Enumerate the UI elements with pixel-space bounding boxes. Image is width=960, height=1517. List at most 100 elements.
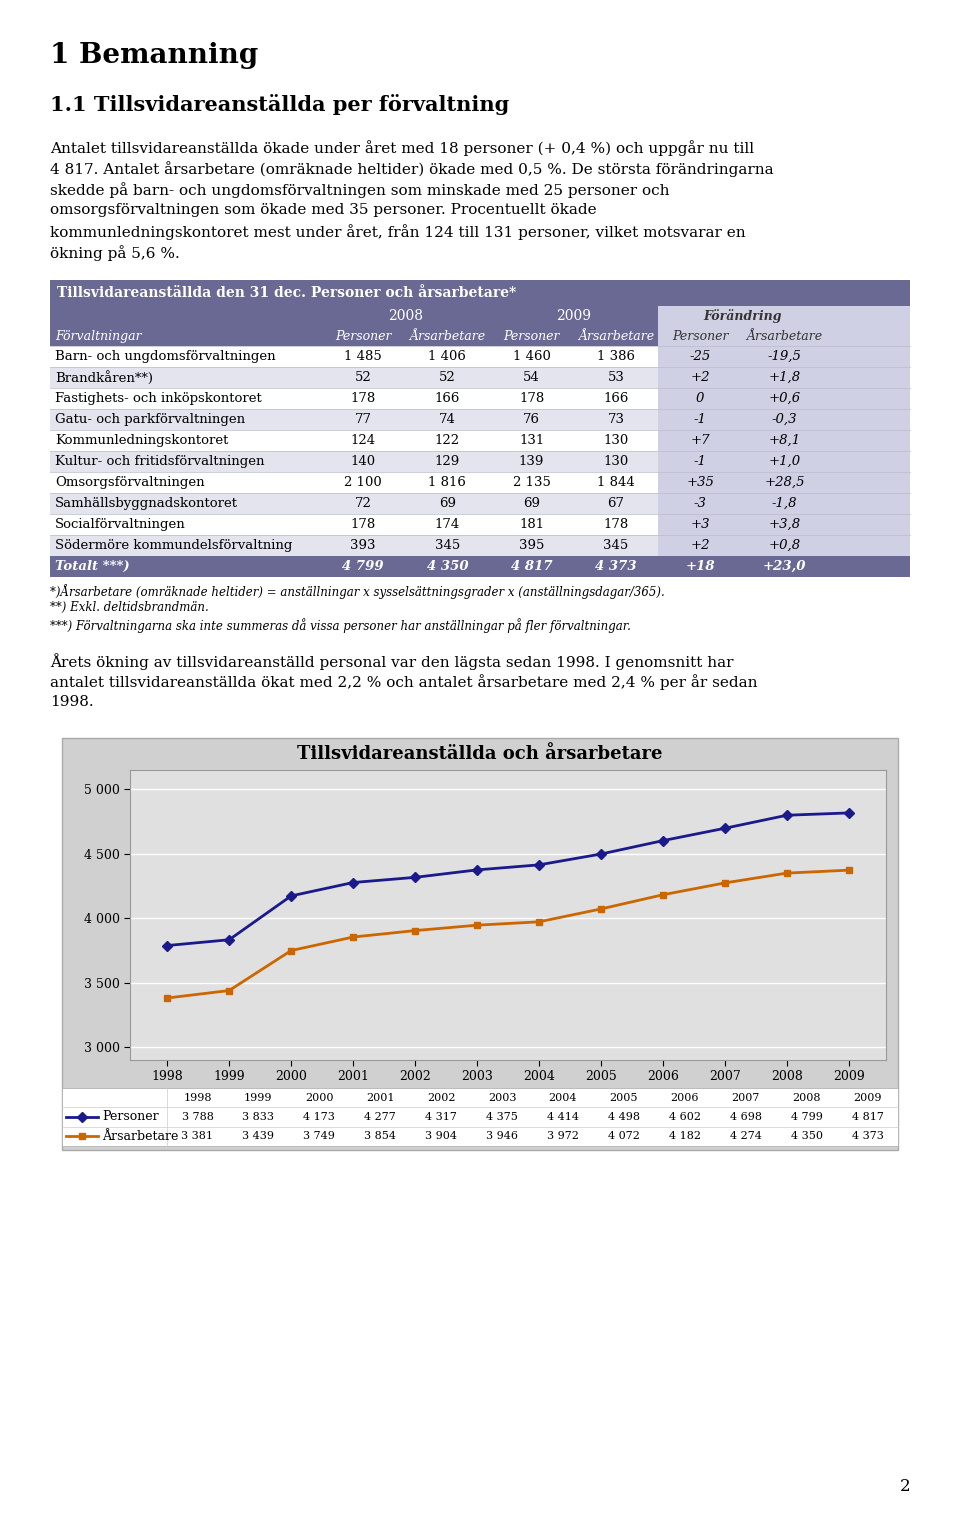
Text: Tillsvidareanställda den 31 dec. Personer och årsarbetare*: Tillsvidareanställda den 31 dec. Persone… (57, 287, 516, 300)
Text: +1,0: +1,0 (768, 455, 801, 469)
Bar (50, 346, 658, 367)
Text: Personer: Personer (102, 1110, 158, 1124)
Text: -1: -1 (694, 413, 707, 426)
Bar (62, 737, 898, 1150)
Bar (658, 493, 910, 514)
Text: 129: 129 (435, 455, 460, 469)
Bar (658, 514, 910, 536)
Text: 3 749: 3 749 (303, 1132, 335, 1141)
Bar (50, 472, 658, 493)
Bar (62, 1088, 898, 1145)
Text: +1,8: +1,8 (768, 372, 801, 384)
Text: Årets ökning av tillsvidareanställd personal var den lägsta sedan 1998. I genoms: Årets ökning av tillsvidareanställd pers… (50, 652, 733, 671)
Text: Barn- och ungdomsförvaltningen: Barn- och ungdomsförvaltningen (55, 350, 276, 363)
Text: 2009: 2009 (556, 309, 591, 323)
Text: 2008: 2008 (388, 309, 422, 323)
Text: 67: 67 (608, 498, 624, 510)
Text: 3 946: 3 946 (486, 1132, 518, 1141)
Bar (50, 514, 658, 536)
Bar (50, 306, 658, 346)
Text: 74: 74 (439, 413, 456, 426)
Text: 3 854: 3 854 (364, 1132, 396, 1141)
Text: 2004: 2004 (549, 1092, 577, 1103)
Text: 0: 0 (696, 391, 705, 405)
Text: +8,1: +8,1 (768, 434, 801, 448)
Bar (50, 367, 658, 388)
Text: 69: 69 (523, 498, 540, 510)
Text: 4 602: 4 602 (669, 1112, 701, 1123)
Text: 122: 122 (435, 434, 460, 448)
Text: 4 414: 4 414 (547, 1112, 579, 1123)
Text: Brandkåren**): Brandkåren**) (55, 370, 153, 384)
Text: 4 817: 4 817 (852, 1112, 883, 1123)
Text: Årsarbetare: Årsarbetare (746, 329, 823, 343)
Text: 2008: 2008 (792, 1092, 821, 1103)
Text: 393: 393 (350, 539, 375, 552)
Text: **) Exkl. deltidsbrandmän.: **) Exkl. deltidsbrandmän. (50, 601, 208, 614)
Text: Antalet tillsvidareanställda ökade under året med 18 personer (+ 0,4 %) och uppg: Antalet tillsvidareanställda ökade under… (50, 140, 755, 156)
Text: 77: 77 (354, 413, 372, 426)
Text: +2: +2 (690, 539, 709, 552)
Text: 178: 178 (603, 517, 629, 531)
Text: 345: 345 (435, 539, 460, 552)
Text: 52: 52 (439, 372, 456, 384)
Text: 76: 76 (523, 413, 540, 426)
Text: 4 373: 4 373 (595, 560, 636, 573)
Text: Årsarbetare: Årsarbetare (409, 329, 486, 343)
Bar (658, 429, 910, 451)
Text: 130: 130 (603, 455, 629, 469)
Text: 69: 69 (439, 498, 456, 510)
Text: +3: +3 (690, 517, 709, 531)
Text: -1,8: -1,8 (772, 498, 797, 510)
Text: 1 485: 1 485 (345, 350, 382, 363)
Text: 178: 178 (350, 517, 375, 531)
Text: 124: 124 (350, 434, 375, 448)
Text: +0,8: +0,8 (768, 539, 801, 552)
Bar (50, 557, 910, 576)
Text: 345: 345 (603, 539, 629, 552)
Text: Gatu- och parkförvaltningen: Gatu- och parkförvaltningen (55, 413, 245, 426)
Text: Omsorgsförvaltningen: Omsorgsförvaltningen (55, 476, 204, 488)
Text: 53: 53 (608, 372, 624, 384)
Text: +23,0: +23,0 (762, 560, 806, 573)
Text: 3 833: 3 833 (242, 1112, 275, 1123)
Text: 2 135: 2 135 (513, 476, 550, 488)
Bar (658, 410, 910, 429)
Text: Tillsvidareanställda och årsarbetare: Tillsvidareanställda och årsarbetare (298, 745, 662, 763)
Text: 174: 174 (435, 517, 460, 531)
Bar (658, 472, 910, 493)
Text: 3 788: 3 788 (181, 1112, 213, 1123)
Text: 4 498: 4 498 (608, 1112, 640, 1123)
Text: Årsarbetare: Årsarbetare (578, 329, 654, 343)
Text: Södermöre kommundelsförvaltning: Södermöre kommundelsförvaltning (55, 539, 293, 552)
Text: Socialförvaltningen: Socialförvaltningen (55, 517, 185, 531)
Text: 166: 166 (435, 391, 460, 405)
Text: 4 173: 4 173 (303, 1112, 335, 1123)
Text: 4 698: 4 698 (730, 1112, 761, 1123)
Text: 4 072: 4 072 (608, 1132, 639, 1141)
Text: 166: 166 (603, 391, 629, 405)
Text: 1.1 Tillsvidareanställda per förvaltning: 1.1 Tillsvidareanställda per förvaltning (50, 94, 509, 115)
Text: 1999: 1999 (244, 1092, 273, 1103)
Text: 2007: 2007 (732, 1092, 760, 1103)
Text: 4 317: 4 317 (425, 1112, 457, 1123)
Bar (658, 536, 910, 557)
Text: Totalt ***): Totalt ***) (55, 560, 130, 573)
Text: 4 817. Antalet årsarbetare (omräknade heltider) ökade med 0,5 %. De största förä: 4 817. Antalet årsarbetare (omräknade he… (50, 161, 774, 177)
Text: 3 439: 3 439 (242, 1132, 275, 1141)
Text: 1 Bemanning: 1 Bemanning (50, 42, 258, 68)
Text: 54: 54 (523, 372, 540, 384)
Text: 3 972: 3 972 (547, 1132, 579, 1141)
Text: Kommunledningskontoret: Kommunledningskontoret (55, 434, 228, 448)
Text: 178: 178 (519, 391, 544, 405)
Text: 1 816: 1 816 (428, 476, 467, 488)
Text: 3 904: 3 904 (425, 1132, 457, 1141)
Text: 1 844: 1 844 (597, 476, 635, 488)
Text: -3: -3 (694, 498, 707, 510)
Text: 3 381: 3 381 (181, 1132, 213, 1141)
Bar (50, 451, 658, 472)
Text: 4 799: 4 799 (342, 560, 384, 573)
Text: 4 350: 4 350 (426, 560, 468, 573)
Text: 1998.: 1998. (50, 695, 94, 708)
Text: 4 799: 4 799 (791, 1112, 823, 1123)
